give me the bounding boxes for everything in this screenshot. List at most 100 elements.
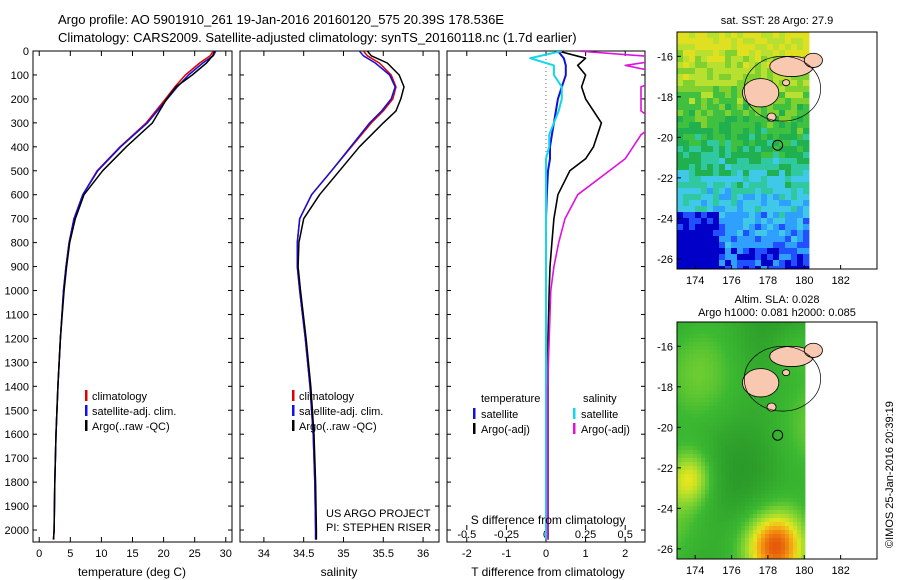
heatmap-cell [713,554,718,559]
heatmap-cell [781,374,786,379]
heatmap-cell [769,546,774,551]
heatmap-cell [743,128,750,135]
heatmap-cell [729,350,734,355]
heatmap-cell [693,502,698,507]
heatmap-cell [695,146,702,153]
heatmap-cell [721,382,726,387]
heatmap-cell [797,206,804,213]
heatmap-cell [791,170,798,177]
heatmap-cell [767,230,774,237]
heatmap-cell [765,434,770,439]
heatmap-cell [761,68,768,75]
heatmap-cell [803,146,810,153]
heatmap-cell [769,422,774,427]
heatmap-cell [749,346,754,351]
heatmap-cell [781,502,786,507]
heatmap-cell [705,354,710,359]
heatmap-cell [681,386,686,391]
heatmap-cell [677,374,682,379]
heatmap-cell [733,470,738,475]
heatmap-cell [697,426,702,431]
heatmap-cell [765,466,770,471]
heatmap-cell [721,506,726,511]
heatmap-cell [683,134,690,141]
heatmap-cell [677,390,682,395]
heatmap-cell [773,122,780,129]
heatmap-cell [701,44,708,51]
header-line-1: Argo profile: AO 5901910_261 19-Jan-2016… [58,12,504,27]
heatmap-cell [683,158,690,165]
heatmap-cell [749,182,756,189]
heatmap-cell [743,224,750,231]
heatmap-cell [791,146,798,153]
heatmap-cell [789,550,794,555]
heatmap-cell [701,224,708,231]
heatmap-cell [737,44,744,51]
heatmap-cell [697,490,702,495]
heatmap-cell [749,354,754,359]
heatmap-cell [755,266,762,269]
heatmap-cell [765,426,770,431]
heatmap-cell [737,152,744,159]
heatmap-cell [777,378,782,383]
heatmap-cell [697,506,702,511]
heatmap-cell [713,350,718,355]
heatmap-cell [741,330,746,335]
heatmap-cell [743,110,750,117]
heatmap-cell [749,146,756,153]
heatmap-cell [719,212,726,219]
heatmap-cell [773,434,778,439]
heatmap-cell [745,534,750,539]
header-line-2: Climatology: CARS2009. Satellite-adjuste… [58,30,577,45]
heatmap-cell [729,474,734,479]
heatmap-cell [729,498,734,503]
heatmap-cell [789,506,794,511]
heatmap-cell [709,498,714,503]
heatmap-cell [761,490,766,495]
heatmap-cell [677,426,682,431]
heatmap-cell [705,518,710,523]
heatmap-cell [689,554,694,559]
heatmap-cell [757,338,762,343]
x-tick-label: 30 [220,548,232,560]
heatmap-cell [785,200,792,207]
heatmap-cell [719,38,726,45]
heatmap-cell [693,330,698,335]
heatmap-cell [801,506,806,511]
heatmap-cell [689,402,694,407]
heatmap-cell [709,474,714,479]
heatmap-cell [761,200,768,207]
heatmap-cell [793,458,798,463]
heatmap-cell [789,442,794,447]
heatmap-cell [681,358,686,363]
heatmap-cell [693,410,698,415]
heatmap-cell [803,164,810,171]
heatmap-cell [791,182,798,189]
heatmap-cell [781,518,786,523]
heatmap-cell [741,366,746,371]
heatmap-cell [677,50,684,57]
heatmap-cell [737,248,744,255]
heatmap-cell [733,554,738,559]
heatmap-cell [705,466,710,471]
heatmap-cell [797,494,802,499]
heatmap-cell [741,414,746,419]
heatmap-cell [709,462,714,467]
heatmap-cell [761,534,766,539]
heatmap-cell [781,434,786,439]
heatmap-cell [789,546,794,551]
heatmap-cell [767,74,774,81]
heatmap-cell [755,224,762,231]
heatmap-cell [689,542,694,547]
heatmap-cell [781,326,786,331]
heatmap-cell [773,366,778,371]
heatmap-cell [717,366,722,371]
heatmap-cell [681,390,686,395]
heatmap-cell [761,498,766,503]
heatmap-cell [717,450,722,455]
heatmap-cell [695,260,702,267]
heatmap-cell [695,50,702,57]
heatmap-cell [781,526,786,531]
heatmap-cell [697,466,702,471]
heatmap-cell [755,248,762,255]
